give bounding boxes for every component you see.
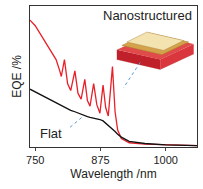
svg-text:Wavelength /nm: Wavelength /nm	[70, 167, 156, 181]
svg-text:1000: 1000	[153, 154, 177, 166]
svg-text:Flat: Flat	[40, 126, 62, 141]
svg-text:Nanostructured: Nanostructured	[103, 8, 192, 23]
svg-text:875: 875	[91, 154, 109, 166]
svg-text:EQE /%: EQE /%	[10, 55, 24, 98]
svg-text:750: 750	[26, 154, 44, 166]
